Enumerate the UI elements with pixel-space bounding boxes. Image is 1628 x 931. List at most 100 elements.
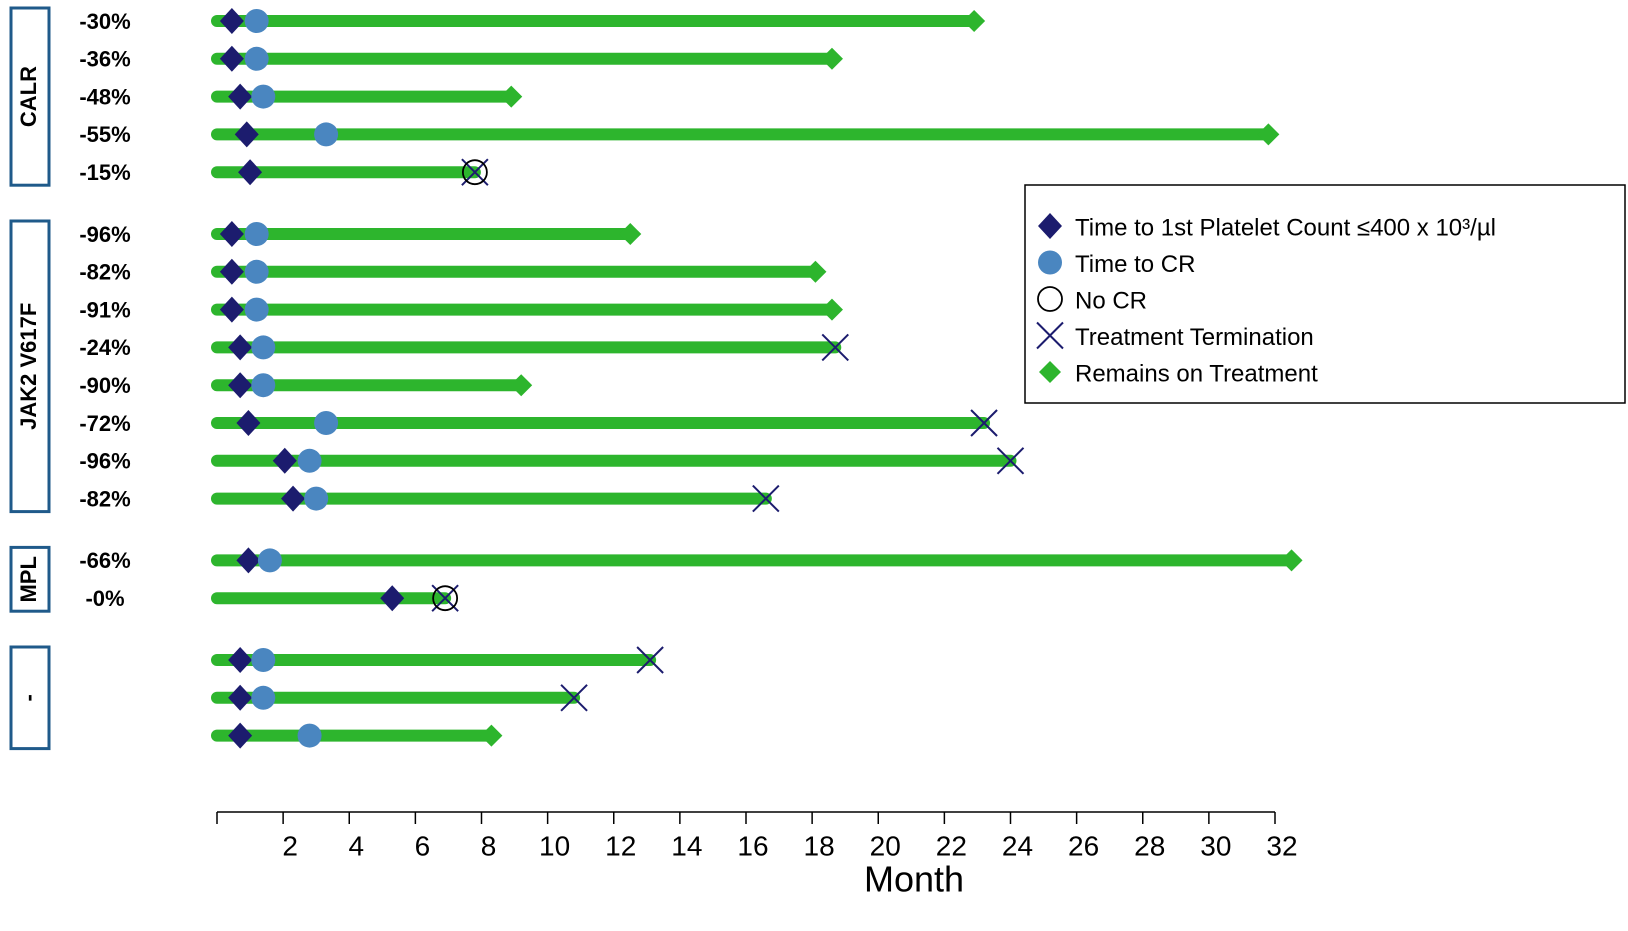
platelet-marker — [228, 722, 253, 749]
x-tick-label: 6 — [415, 830, 431, 861]
x-tick-label: 2 — [282, 830, 298, 861]
row-label: -48% — [79, 84, 130, 109]
platelet-marker — [228, 334, 253, 361]
cr-marker — [244, 259, 269, 284]
platelet-marker — [238, 159, 263, 186]
no-cr-marker — [461, 159, 488, 186]
group-box — [9, 545, 51, 613]
x-tick-label: 14 — [671, 830, 702, 861]
remains-marker — [1257, 123, 1280, 146]
legend-label: Time to 1st Platelet Count ≤400 x 10³/µl — [1075, 214, 1496, 241]
remains-marker — [804, 260, 827, 283]
cr-marker — [244, 297, 269, 322]
row-label: -96% — [79, 449, 130, 474]
x-tick-label: 12 — [605, 830, 636, 861]
platelet-marker — [219, 296, 244, 323]
remains-marker — [510, 374, 533, 397]
termination-marker — [1036, 321, 1064, 350]
legend-label: Time to CR — [1075, 251, 1195, 278]
platelet-marker — [219, 45, 244, 72]
x-tick-label: 30 — [1200, 830, 1231, 861]
row-label: -82% — [79, 486, 130, 511]
x-axis-label: Month — [864, 859, 964, 900]
x-tick-label: 8 — [481, 830, 497, 861]
row-label: -30% — [79, 9, 130, 34]
cr-marker — [244, 9, 269, 33]
platelet-marker — [380, 585, 405, 612]
x-tick-label: 16 — [737, 830, 768, 861]
termination-marker — [970, 409, 998, 437]
row-label: -91% — [79, 297, 130, 322]
platelet-marker — [281, 485, 306, 512]
remains-marker — [619, 223, 642, 245]
group-box — [9, 219, 51, 514]
legend-label: Treatment Termination — [1075, 324, 1314, 351]
row-label: -82% — [79, 260, 130, 285]
platelet-marker — [228, 372, 253, 399]
group-box — [9, 645, 51, 751]
x-tick-label: 22 — [936, 830, 967, 861]
termination-marker — [636, 646, 664, 674]
group-box — [9, 6, 51, 187]
row-label: -72% — [79, 411, 130, 436]
row-label: -55% — [79, 122, 130, 147]
x-tick-label: 20 — [870, 830, 901, 861]
row-label: -15% — [79, 160, 130, 185]
platelet-marker — [219, 8, 244, 34]
x-tick-label: 32 — [1266, 830, 1297, 861]
platelet-marker — [228, 83, 253, 110]
group-label: - — [16, 694, 41, 701]
platelet-marker — [234, 121, 259, 148]
remains-marker — [963, 10, 986, 32]
cr-marker — [251, 84, 276, 109]
x-tick-label: 18 — [804, 830, 835, 861]
termination-marker — [560, 684, 588, 712]
cr-marker — [304, 486, 329, 511]
platelet-marker — [228, 684, 253, 711]
no-cr-marker — [1037, 286, 1063, 312]
group-label: MPL — [16, 556, 41, 602]
row-label: -90% — [79, 373, 130, 398]
group-label: CALR — [16, 66, 41, 127]
platelet-marker — [272, 447, 297, 474]
cr-marker — [1038, 250, 1062, 275]
termination-marker — [996, 447, 1025, 475]
platelet-marker — [228, 647, 253, 673]
remains-marker — [1039, 361, 1061, 383]
x-tick-label: 24 — [1002, 830, 1033, 861]
x-tick-label: 10 — [539, 830, 570, 861]
platelet-marker — [219, 221, 244, 247]
remains-marker — [820, 47, 843, 70]
legend-box — [1024, 184, 1626, 404]
cr-marker — [244, 46, 269, 71]
row-label: -66% — [79, 548, 130, 573]
termination-marker — [821, 333, 849, 362]
platelet-marker — [236, 547, 261, 574]
cr-marker — [314, 122, 339, 147]
group-label: JAK2 V617F — [16, 303, 41, 430]
cr-marker — [257, 548, 282, 573]
no-cr-marker — [432, 585, 459, 612]
remains-marker — [500, 85, 523, 108]
row-label: -96% — [79, 222, 130, 247]
remains-marker — [480, 724, 503, 747]
cr-marker — [251, 685, 276, 710]
row-label: -36% — [79, 47, 130, 72]
row-label: -24% — [79, 335, 130, 360]
remains-marker — [820, 298, 843, 321]
x-tick-label: 4 — [348, 830, 364, 861]
cr-marker — [251, 335, 276, 360]
platelet-marker — [1038, 213, 1062, 239]
termination-marker — [752, 484, 780, 513]
legend-label: No CR — [1075, 287, 1147, 314]
platelet-marker — [219, 258, 244, 285]
row-label: -0% — [85, 586, 124, 611]
cr-marker — [251, 648, 276, 672]
remains-marker — [1280, 549, 1303, 572]
cr-marker — [244, 222, 269, 246]
cr-marker — [297, 448, 322, 473]
x-tick-label: 28 — [1134, 830, 1165, 861]
x-tick-label: 26 — [1068, 830, 1099, 861]
cr-marker — [297, 723, 322, 748]
